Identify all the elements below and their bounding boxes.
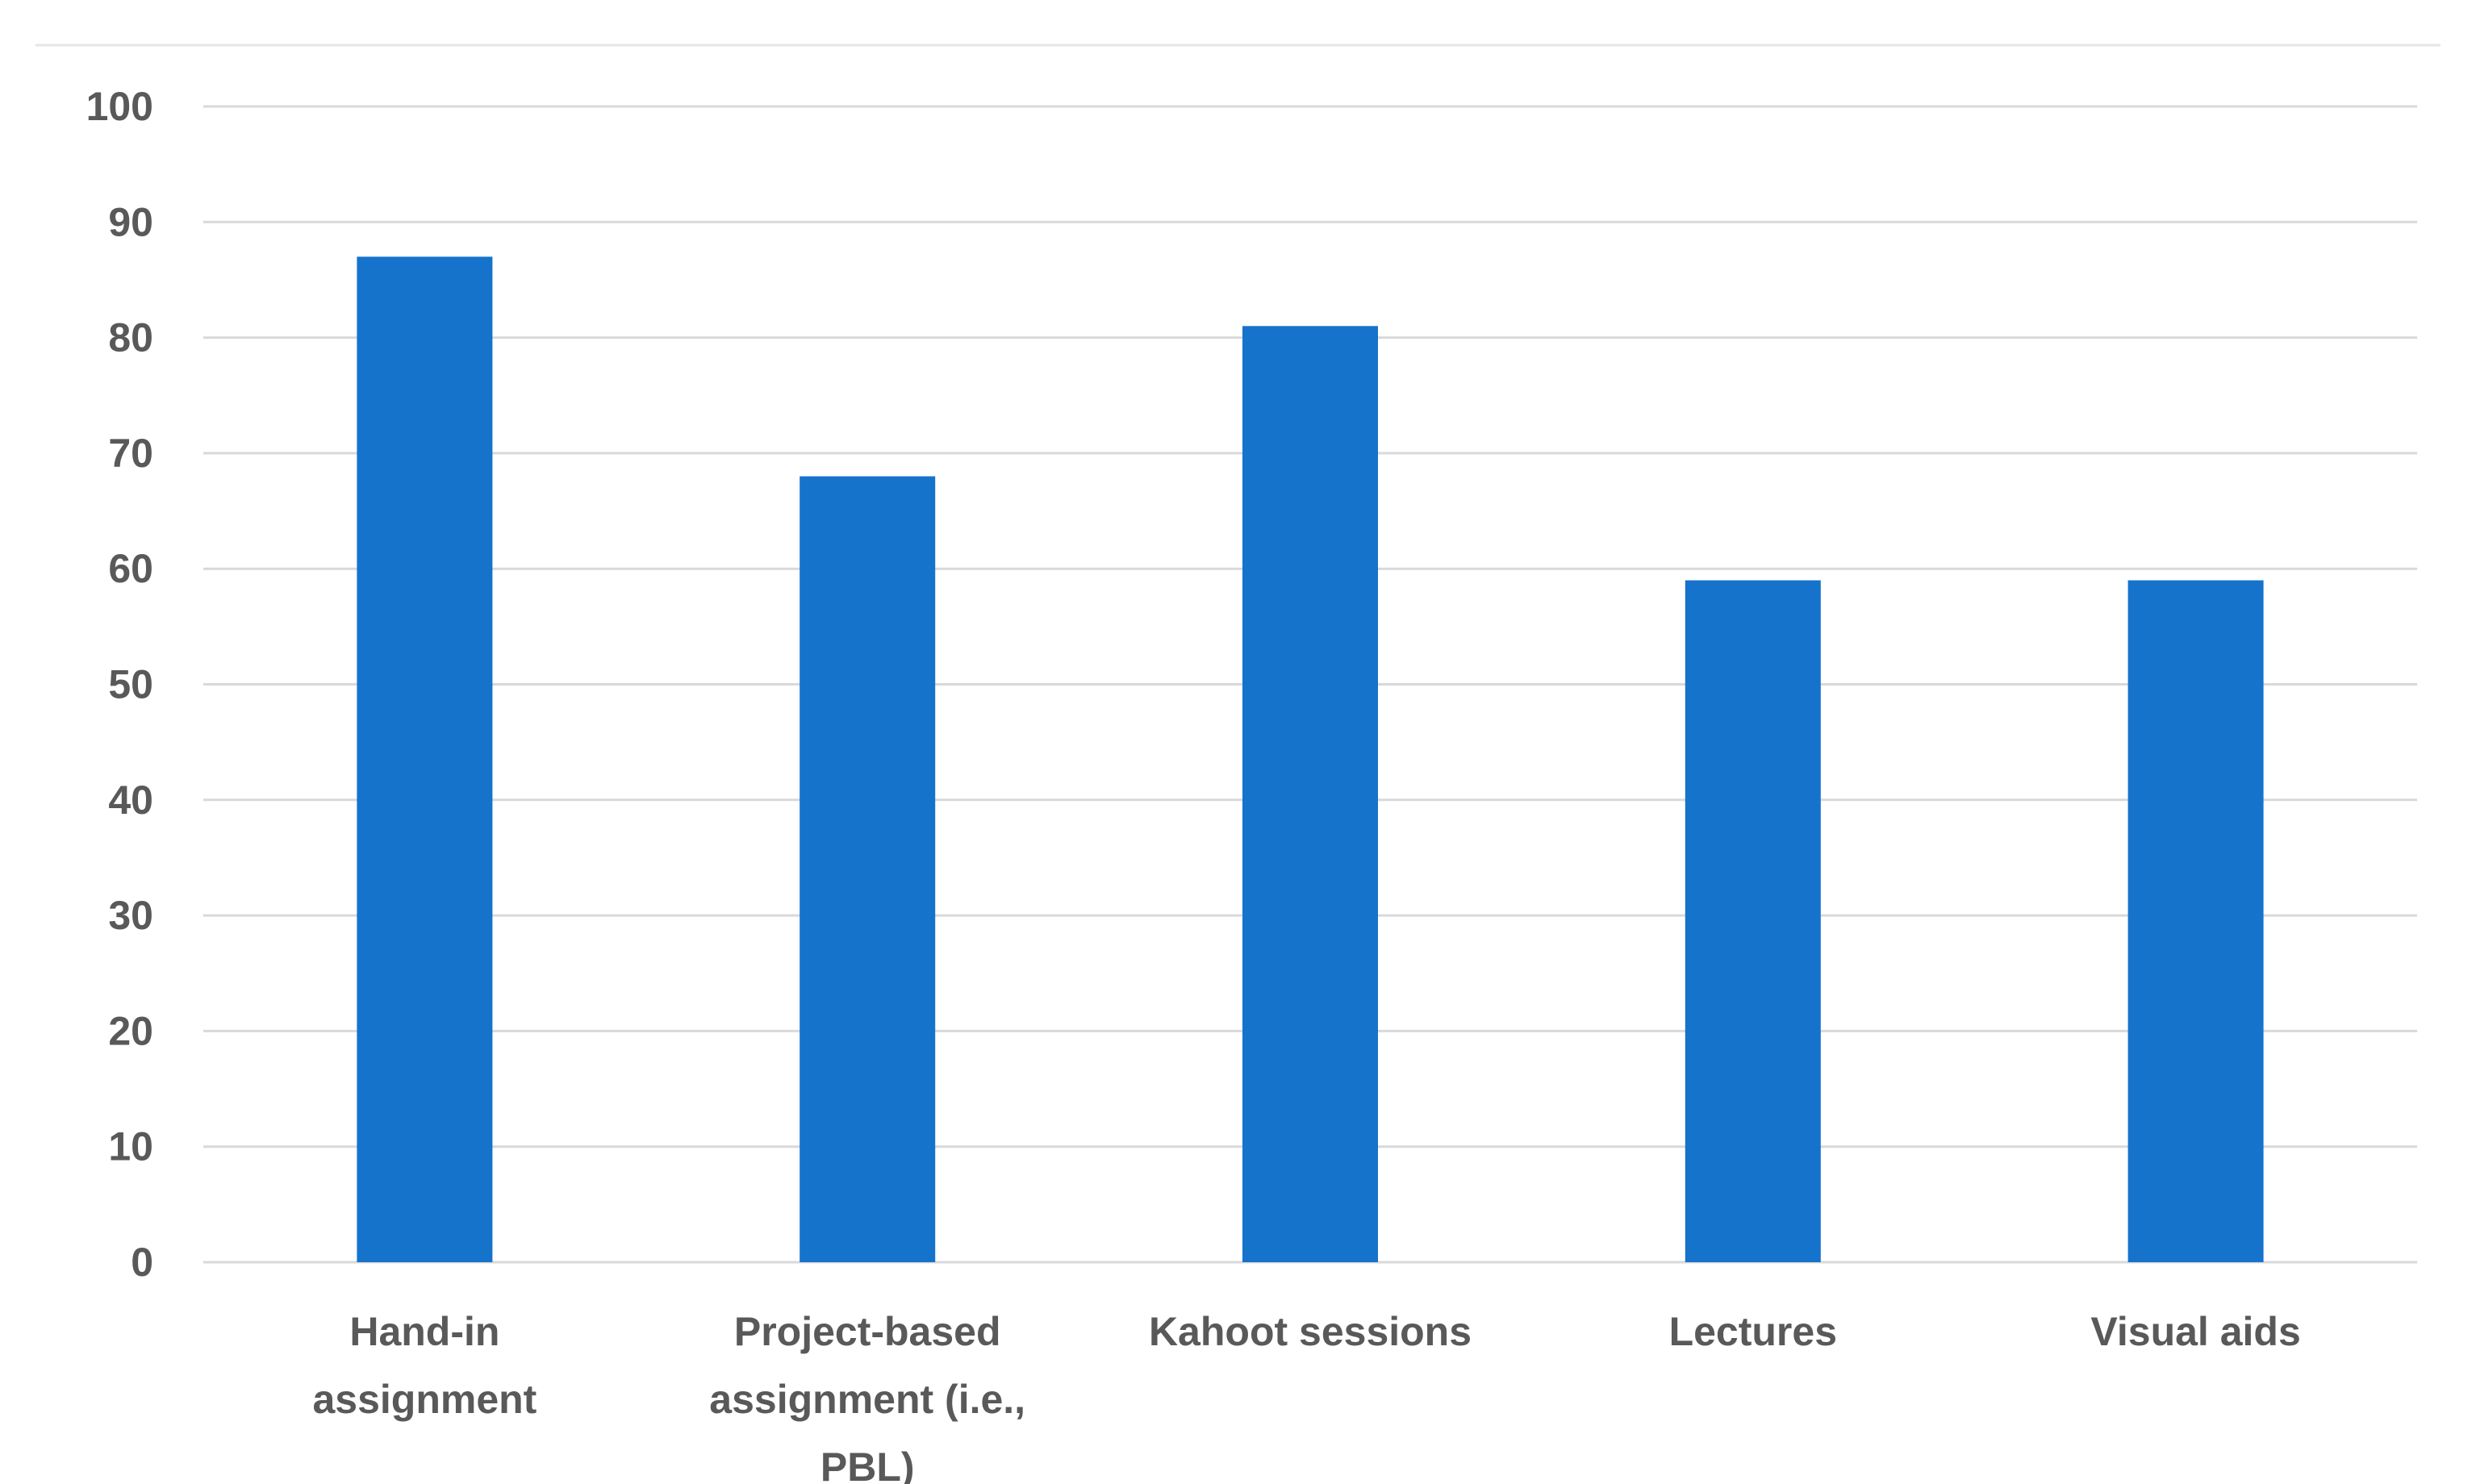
y-tick-label: 100	[86, 84, 153, 129]
x-category-label: assignment	[312, 1377, 537, 1422]
y-tick-label: 0	[131, 1240, 153, 1285]
x-category-label: PBL)	[820, 1444, 915, 1484]
y-tick-label: 60	[108, 546, 153, 591]
bars	[357, 256, 2264, 1262]
bar	[2127, 580, 2264, 1262]
x-category-label: Hand-in	[349, 1309, 499, 1354]
bar	[357, 256, 493, 1262]
x-category-label: Visual aids	[2090, 1309, 2300, 1354]
y-tick-label: 30	[108, 893, 153, 938]
y-axis-ticks: 0 10 20 30 40 50 60 70 80 90 100	[86, 84, 153, 1285]
y-tick-label: 90	[108, 199, 153, 244]
y-tick-label: 20	[108, 1008, 153, 1053]
x-category-label: Kahoot sessions	[1149, 1309, 1472, 1354]
y-tick-label: 50	[108, 662, 153, 707]
bar	[1242, 326, 1378, 1262]
x-category-label: Lectures	[1669, 1309, 1837, 1354]
y-tick-label: 40	[108, 777, 153, 823]
y-tick-label: 10	[108, 1124, 153, 1169]
y-tick-label: 70	[108, 431, 153, 476]
y-tick-label: 80	[108, 315, 153, 361]
bar	[800, 476, 936, 1262]
x-axis-categories: Hand-in assignment Project-based assignment…	[312, 1309, 2300, 1484]
bar	[1685, 580, 1821, 1262]
x-category-label: assignment (i.e.,	[709, 1377, 1025, 1422]
x-category-label: Project-based	[734, 1309, 1001, 1354]
